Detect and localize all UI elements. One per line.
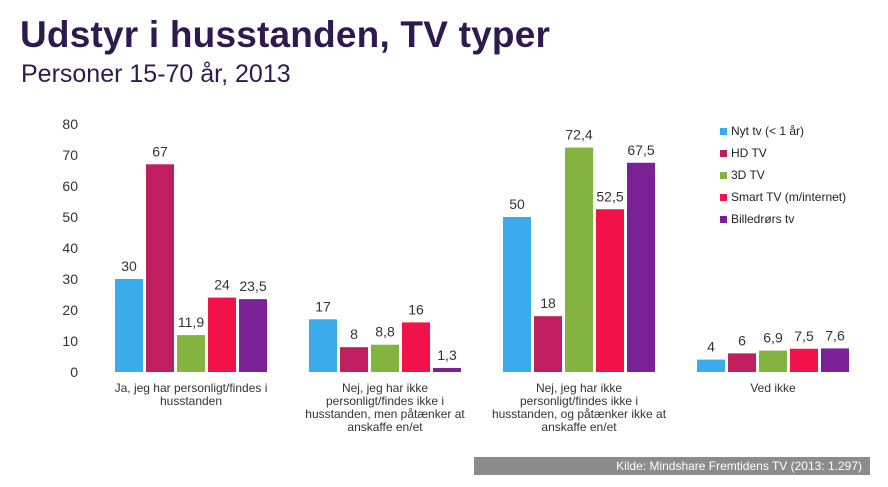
legend-item: 3D TV: [720, 164, 846, 186]
data-label: 18: [540, 295, 556, 311]
data-label: 8,8: [375, 324, 395, 340]
data-label: 72,4: [565, 127, 592, 143]
data-label: 67: [152, 143, 168, 159]
category-label: husstanden: [160, 394, 222, 408]
data-label: 1,3: [437, 347, 457, 363]
legend-swatch: [720, 215, 727, 223]
legend-label: Nyt tv (< 1 år): [731, 124, 805, 138]
y-tick-label: 60: [62, 178, 78, 194]
y-tick-label: 0: [70, 364, 78, 380]
legend-swatch: [720, 127, 727, 135]
legend-label: Billedrørs tv: [731, 212, 795, 226]
bar: [177, 335, 205, 372]
source-note: Kilde: Mindshare Fremtidens TV (2013: 1.…: [474, 457, 870, 475]
data-label: 8: [350, 326, 358, 342]
bar: [759, 350, 787, 372]
bar: [371, 344, 399, 372]
data-label: 24: [214, 277, 230, 293]
bar: [115, 279, 143, 372]
bar: [821, 348, 849, 372]
category-label: husstanden, og påtænker ikke at: [492, 407, 667, 421]
legend-item: Smart TV (m/internet): [720, 186, 846, 208]
legend-swatch: [720, 193, 727, 201]
data-label: 30: [121, 258, 137, 274]
data-label: 67,5: [627, 142, 654, 158]
legend-swatch: [720, 149, 727, 157]
legend-label: Smart TV (m/internet): [731, 190, 847, 204]
bar: [208, 297, 236, 372]
bar: [433, 367, 461, 372]
chart-title: Udstyr i husstanden, TV typer: [20, 14, 551, 55]
data-label: 23,5: [239, 278, 266, 294]
bar: [239, 299, 267, 372]
bar: [534, 316, 562, 372]
bar: [309, 319, 337, 372]
data-label: 6,9: [763, 330, 783, 346]
legend-item: HD TV: [720, 142, 846, 164]
bar: [596, 209, 624, 372]
category-label: Ved ikke: [750, 381, 796, 395]
category-label: anskaffe en/et: [347, 420, 423, 434]
legend-label: 3D TV: [731, 168, 765, 182]
data-label: 11,9: [178, 314, 204, 330]
y-tick-label: 20: [62, 302, 78, 318]
category-label: Nej, jeg har ikke: [536, 381, 622, 395]
data-label: 4: [707, 339, 715, 355]
data-label: 52,5: [596, 188, 623, 204]
bar: [340, 347, 368, 372]
data-label: 7,6: [825, 327, 845, 343]
legend-label: HD TV: [731, 146, 767, 160]
data-label: 7,5: [794, 328, 814, 344]
bar: [565, 147, 593, 372]
bar: [146, 164, 174, 372]
y-tick-label: 80: [62, 116, 78, 132]
bar: [728, 353, 756, 372]
category-label: personligt/findes ikke i: [326, 394, 444, 408]
bar: [402, 322, 430, 372]
data-label: 6: [738, 332, 746, 348]
category-label: husstanden, men påtænker at: [305, 407, 465, 421]
bar: [627, 162, 655, 372]
y-tick-label: 40: [62, 240, 78, 256]
y-tick-label: 50: [62, 209, 78, 225]
category-label: personligt/findes ikke i: [520, 394, 638, 408]
category-label: anskaffe en/et: [541, 420, 617, 434]
y-tick-label: 30: [62, 271, 78, 287]
data-label: 50: [509, 196, 525, 212]
legend-swatch: [720, 171, 727, 179]
category-label: Nej, jeg har ikke: [342, 381, 428, 395]
chart-legend: Nyt tv (< 1 år) HD TV 3D TV Smart TV (m/int…: [720, 120, 846, 230]
bar: [697, 359, 725, 372]
legend-item: Nyt tv (< 1 år): [720, 120, 846, 142]
data-label: 16: [408, 301, 424, 317]
data-label: 17: [315, 298, 331, 314]
category-label: Ja, jeg har personligt/findes i: [115, 381, 268, 395]
bar: [503, 217, 531, 372]
bar: [790, 348, 818, 372]
chart-subtitle: Personer 15-70 år, 2013: [21, 60, 291, 88]
y-tick-label: 10: [62, 333, 78, 349]
y-tick-label: 70: [62, 147, 78, 163]
legend-item: Billedrørs tv: [720, 208, 846, 230]
